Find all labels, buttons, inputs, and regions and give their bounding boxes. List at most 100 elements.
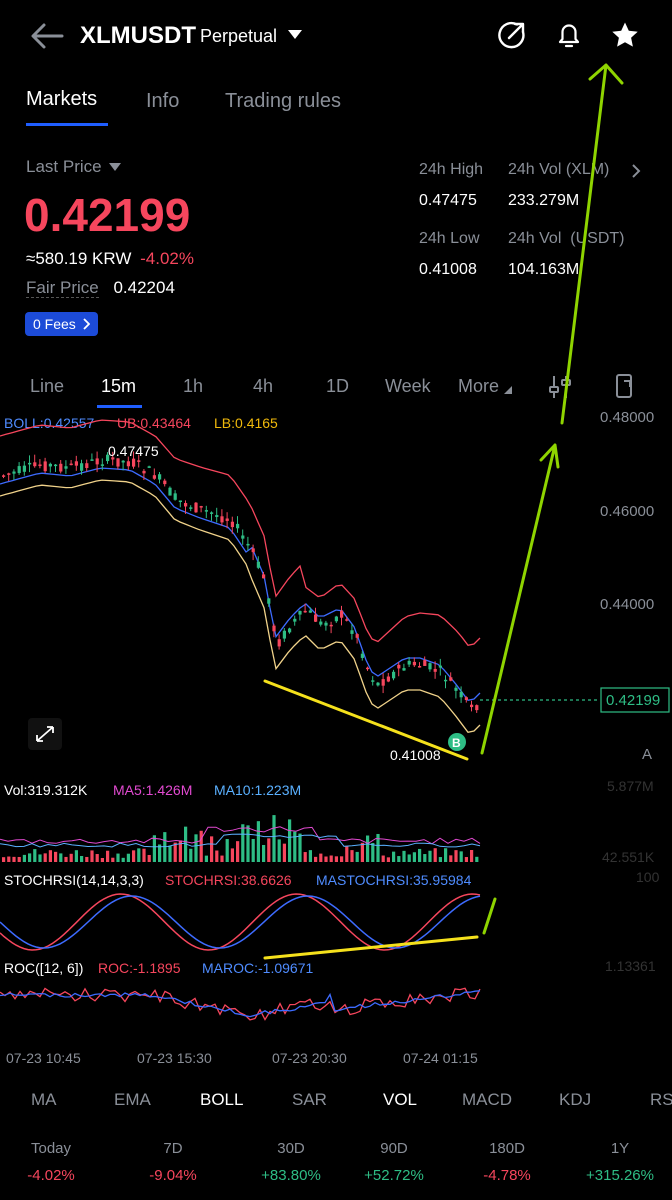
candle-body <box>80 463 84 471</box>
volume-bar <box>386 857 390 862</box>
volume-bar <box>345 846 349 862</box>
vol-xlm-label: 24h Vol (XLM) <box>508 161 610 178</box>
ind-sar[interactable]: SAR <box>292 1090 327 1109</box>
tf-15m[interactable]: 15m <box>97 376 142 408</box>
volume-bar <box>178 840 182 862</box>
vol-axis-bottom: 42.551K <box>602 849 655 865</box>
candle-body <box>17 466 21 474</box>
star-icon[interactable] <box>610 20 640 55</box>
vol-label: Vol:319.312K <box>4 782 88 798</box>
rotate-screen-icon[interactable] <box>612 372 638 405</box>
share-icon[interactable] <box>497 20 527 55</box>
tab-markets-underline <box>26 123 108 126</box>
fees-badge[interactable]: 0 Fees <box>25 312 98 336</box>
candle-body <box>64 466 68 469</box>
boll-lb-label: LB:0.4165 <box>214 415 278 431</box>
candle-body <box>444 679 448 682</box>
candle-body <box>397 664 401 669</box>
tf-line[interactable]: Line <box>30 376 65 396</box>
volume-bar <box>158 844 162 862</box>
volume-ma5-line <box>0 826 481 845</box>
candle-body <box>33 462 37 467</box>
candle-body <box>95 458 99 465</box>
fair-price-label[interactable]: Fair Price <box>26 278 99 298</box>
volume-bar <box>444 848 448 862</box>
price-chart[interactable]: BOLL:0.42557 UB:0.43464 LB:0.4165 0.4800… <box>0 410 672 1080</box>
high-label: 24h High <box>419 161 484 178</box>
tf-week[interactable]: Week <box>385 376 431 396</box>
stochrsi-label: STOCHRSI(14,14,3,3) <box>4 872 144 888</box>
tab-markets[interactable]: Markets <box>26 88 108 126</box>
volume-bar <box>194 834 198 862</box>
expand-icon[interactable] <box>28 718 62 750</box>
ind-boll[interactable]: BOLL <box>200 1090 244 1109</box>
tab-info[interactable]: Info <box>146 90 180 112</box>
volume-bar <box>95 854 99 862</box>
ind-rs[interactable]: RS <box>650 1090 672 1109</box>
candle-body <box>381 679 385 686</box>
volume-bar <box>54 851 58 862</box>
volume-bar <box>204 855 208 862</box>
candle-body <box>147 466 151 468</box>
caret-down-icon <box>108 163 121 171</box>
time-axis-1: 07-23 10:45 <box>6 1050 81 1066</box>
bell-icon[interactable] <box>554 20 584 55</box>
ind-ma[interactable]: MA <box>31 1090 57 1109</box>
candle-body <box>334 616 338 622</box>
candle-body <box>402 668 406 671</box>
tf-4h[interactable]: 4h <box>253 376 274 396</box>
volume-bar <box>106 850 110 862</box>
volume-bar <box>438 857 442 862</box>
candle-body <box>277 639 281 647</box>
perf-value-0: -4.02% <box>27 1167 75 1184</box>
tab-trading-rules[interactable]: Trading rules <box>225 90 341 112</box>
volume-bar <box>319 853 323 862</box>
candle-body <box>163 480 167 485</box>
tf-1d[interactable]: 1D <box>326 376 350 396</box>
ind-vol[interactable]: VOL <box>383 1090 418 1109</box>
ind-macd[interactable]: MACD <box>462 1090 513 1109</box>
roc-label: ROC([12, 6]) <box>4 960 83 976</box>
candle-body <box>236 523 240 529</box>
volume-bar <box>392 851 396 862</box>
candle-body <box>438 665 442 668</box>
candle-body <box>319 621 323 625</box>
candle-body <box>475 705 479 711</box>
tf-more[interactable]: More <box>458 376 513 397</box>
buy-marker <box>448 733 466 751</box>
contract-type: Perpetual <box>200 25 278 46</box>
perf-label-5: 1Y <box>610 1140 630 1157</box>
candle-body <box>152 475 156 479</box>
volume-bar <box>33 849 37 862</box>
high-value: 0.47475 <box>419 192 477 209</box>
candle-body <box>28 462 32 465</box>
volume-bar <box>272 815 276 862</box>
high-marker: 0.47475 <box>108 443 159 459</box>
candle-body <box>204 510 208 512</box>
symbol-selector[interactable]: XLMUSDT Perpetual <box>80 20 303 52</box>
volume-bar <box>147 854 151 862</box>
candle-body <box>272 625 276 632</box>
candle-body <box>54 464 58 467</box>
stats-chevron-icon[interactable] <box>631 163 641 184</box>
tf-15m-underline <box>97 405 142 408</box>
candle-body <box>215 515 219 518</box>
volume-bar <box>90 850 94 862</box>
time-axis-4: 07-24 01:15 <box>403 1050 478 1066</box>
candle-body <box>38 464 42 467</box>
ind-kdj[interactable]: KDJ <box>559 1090 592 1109</box>
volume-bar <box>449 855 453 862</box>
candle-body <box>340 610 344 618</box>
back-arrow-icon[interactable] <box>30 22 64 50</box>
volume-bar <box>121 857 125 862</box>
candle-body <box>366 667 370 670</box>
ind-ema[interactable]: EMA <box>114 1090 151 1109</box>
volume-bar <box>225 839 229 862</box>
volume-bar <box>22 854 26 862</box>
tf-1h[interactable]: 1h <box>183 376 204 396</box>
volume-bar <box>334 856 338 862</box>
volume-bar <box>142 848 146 862</box>
vol-xlm-value: 233.279M <box>508 192 580 209</box>
last-price-selector[interactable]: Last Price <box>26 157 122 177</box>
candle-body <box>386 676 390 682</box>
